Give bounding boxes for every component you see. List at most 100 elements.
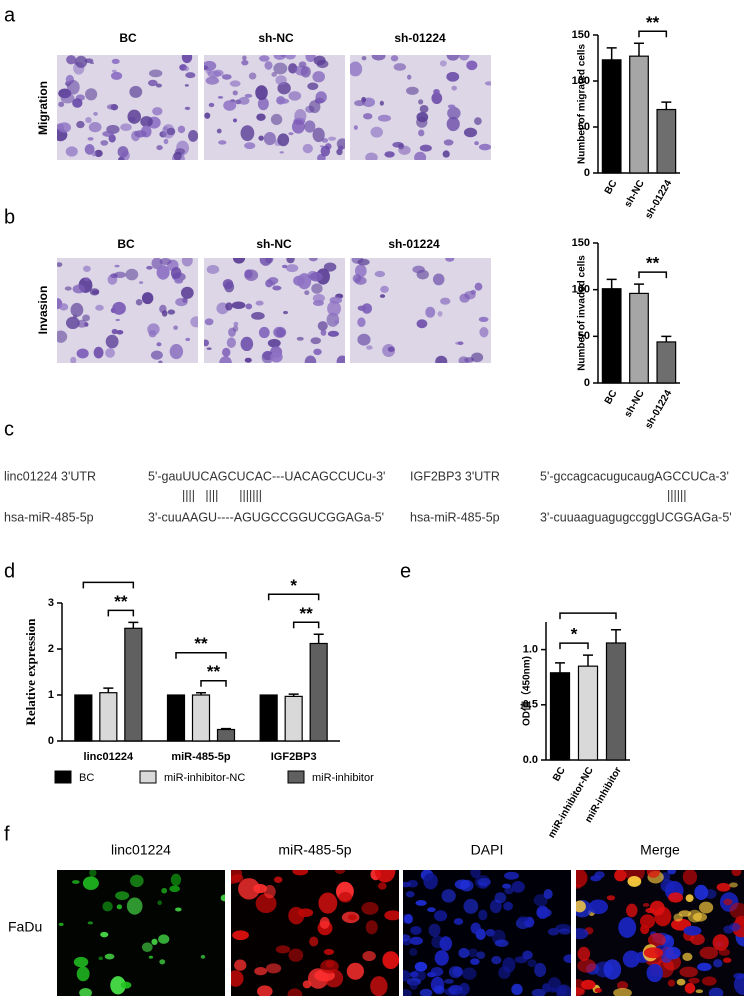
error-bar (221, 727, 231, 730)
cell (286, 258, 295, 264)
cell (403, 881, 411, 888)
cell (264, 61, 273, 70)
cell (451, 85, 457, 91)
cell (271, 72, 277, 77)
target-name: IGF2BP3 3'UTR (410, 469, 500, 483)
cell (72, 98, 83, 108)
row-label: FaDu (8, 919, 42, 935)
cell (379, 294, 386, 298)
cell (170, 873, 182, 886)
significance-bracket (200, 679, 227, 687)
cell (371, 55, 386, 61)
cell (175, 297, 188, 307)
cell (229, 80, 241, 87)
cell (377, 114, 391, 122)
cell (270, 113, 283, 126)
bar (99, 692, 118, 742)
cell (232, 90, 238, 96)
error-bar (661, 101, 672, 110)
column-title: sh-01224 (388, 237, 440, 251)
cell (379, 100, 384, 106)
cell (403, 934, 411, 942)
cell (244, 357, 252, 363)
cell (531, 988, 546, 996)
cell (134, 130, 147, 138)
cell (258, 326, 270, 339)
cell (225, 302, 233, 311)
cell (698, 901, 714, 914)
cell (185, 72, 196, 79)
cell (100, 931, 109, 938)
cell (141, 292, 154, 305)
cell (384, 151, 395, 158)
cell (76, 348, 89, 359)
cell (576, 987, 585, 996)
cells (204, 258, 345, 363)
cell (82, 876, 99, 891)
significance-bracket (267, 593, 320, 601)
cell (72, 284, 86, 294)
cell (694, 884, 709, 900)
cell (110, 71, 123, 80)
cell (175, 907, 182, 912)
cell (232, 325, 239, 332)
cell (126, 897, 143, 915)
cell (309, 258, 318, 262)
cell (327, 330, 340, 337)
cell (65, 146, 78, 157)
cell (683, 925, 702, 936)
cell (273, 62, 288, 75)
significance-bracket (638, 271, 668, 279)
cell (70, 302, 84, 317)
cell (135, 298, 143, 306)
error-bar (196, 691, 206, 695)
x-tick-label: sh-NC (623, 178, 647, 209)
cell (712, 934, 729, 951)
cell (288, 906, 305, 925)
cell (110, 976, 126, 995)
micrograph (57, 258, 198, 363)
error-bar (611, 628, 621, 643)
cell (259, 55, 270, 62)
cell (729, 922, 741, 932)
cell (474, 141, 479, 146)
cell (89, 870, 97, 877)
bar (166, 694, 186, 742)
cell (205, 76, 220, 85)
panel-label: f (4, 823, 10, 845)
cell (317, 321, 328, 331)
cell (494, 939, 509, 947)
cell (58, 922, 64, 926)
cell (277, 133, 290, 147)
micrograph (204, 258, 345, 363)
cell (204, 339, 210, 347)
cell (354, 276, 367, 285)
target-name: linc01224 3'UTR (4, 469, 96, 483)
cell (244, 142, 256, 150)
error-bar (606, 278, 617, 289)
cells (57, 55, 198, 160)
cell (315, 91, 327, 104)
cell (158, 360, 163, 363)
cell (116, 329, 124, 335)
cell (414, 151, 427, 160)
cell (272, 285, 282, 291)
cell (350, 61, 363, 77)
cell (204, 112, 211, 119)
cell (334, 320, 340, 325)
cell (695, 989, 704, 994)
cell (265, 279, 273, 288)
bar (284, 695, 303, 742)
cell (114, 264, 120, 268)
cell (255, 300, 264, 306)
cell (458, 947, 470, 959)
cell (57, 330, 68, 343)
significance-label: ** (114, 592, 128, 611)
micrograph (231, 870, 399, 996)
y-axis-label: Number of migrated cells (577, 44, 588, 164)
cell (380, 285, 389, 293)
cell (418, 99, 424, 105)
cell (163, 138, 169, 145)
cell (667, 979, 676, 987)
cell (66, 79, 80, 95)
